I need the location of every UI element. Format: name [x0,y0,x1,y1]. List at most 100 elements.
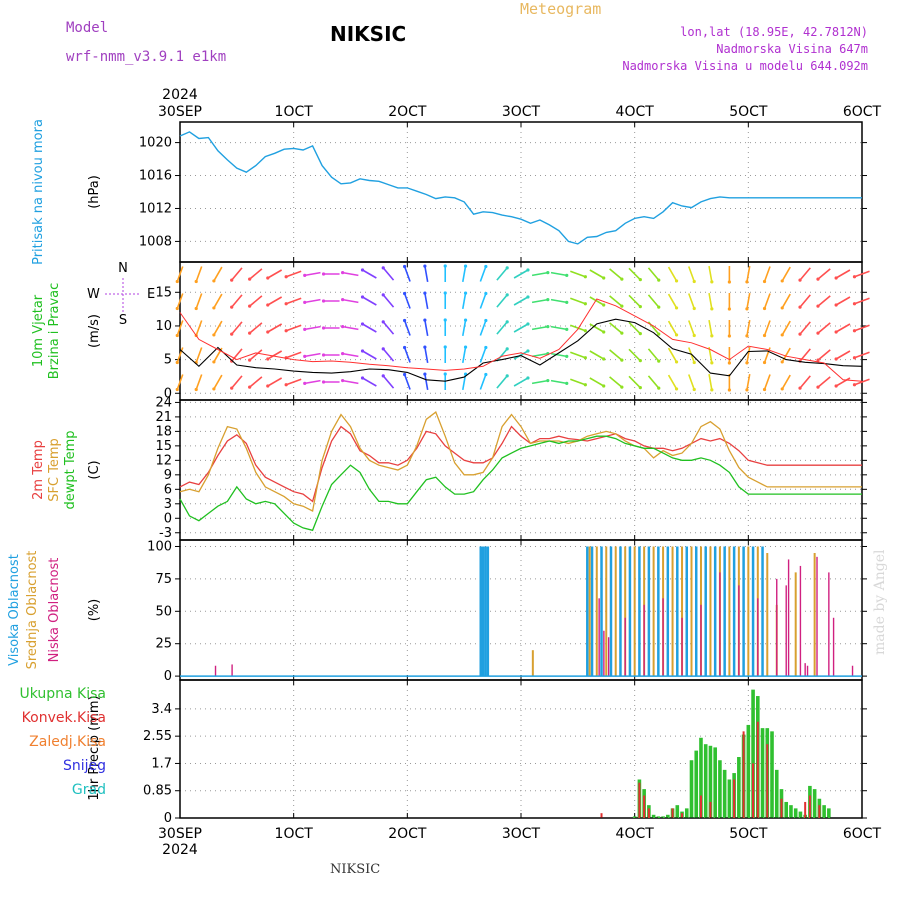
wind-arrow [817,376,831,388]
wind-arrow [708,319,713,337]
wind-arrow [570,297,586,305]
total-precip-bar [827,808,831,818]
top-xtick-label: 6OCT [843,104,882,120]
wind-arrow [763,293,771,309]
wind-arrow-head [321,380,326,384]
total-precip-bar [661,816,665,818]
wind-arrow [213,266,223,282]
wind-arrow [267,377,283,387]
temperature-ytick-label: 24 [155,395,172,410]
wind-arrow-head [546,271,550,275]
wind-arrow [461,319,467,337]
wind-arrow [479,374,487,390]
wind-arrow [550,352,567,358]
wind-arrow-head [402,318,407,323]
wind-arrow-head [816,331,820,335]
wind-arrow-head [798,332,802,336]
wind-arrow-head [526,268,530,272]
wind-arrow [403,347,411,363]
wind-arrow-head [602,303,606,307]
wind-arrow-head [727,334,731,338]
total-precip-bar [703,744,708,818]
compass-west-label: W [87,287,100,302]
wind-arrow-head [463,345,468,349]
wind-arrow [550,271,567,277]
wind-arrow-head [852,383,857,387]
wind-arrow [854,297,870,305]
wind-arrow-head [266,384,270,388]
wind-arrow-head [341,298,345,302]
wind-arrow [647,267,660,281]
bottom-year-label: 2024 [162,842,198,858]
precipitation-ytick-label: 0 [164,811,172,826]
wind-arrow-head [780,306,784,310]
wind-arrow [285,351,302,359]
wind-arrow [496,321,508,335]
wind-arrow-head [780,360,784,364]
temperature-ytick-label: 3 [164,497,172,512]
wind-arrow [667,347,678,363]
wind-ylabel-1: 10m Vjetar [31,294,46,367]
wind-arrow-head [194,306,198,311]
wind-arrow-head [762,387,767,392]
wind-arrow-head [546,325,550,329]
wind-arrow [304,325,321,331]
wind-arrow-head [443,264,447,268]
wind-arrow [817,268,831,280]
wind-arrow [267,269,283,279]
wind-arrow-head [762,306,767,311]
conv-precip-bar [671,808,674,818]
temp2m-ylabel: 2m Temp [31,440,46,500]
wind-arrow-head [565,354,569,358]
pressure-ytick-label: 1012 [139,201,172,216]
wind-ytick-label: 5 [164,353,172,368]
wind-arrow-head [505,266,509,270]
total-precip-bar [718,760,722,818]
temperature-line-2 [179,435,862,532]
wind-arrow-head [852,275,857,279]
wind-arrow [424,292,429,310]
wind-arrow [403,266,411,282]
wind-arrow-head [505,293,509,297]
conv-precip-bar [766,744,769,818]
total-precip-bar [784,801,789,818]
bottom-xtick-label: 2OCT [388,826,427,842]
wind-arrow [249,349,263,361]
wind-arrow-head [657,359,661,363]
total-precip-bar [770,731,774,818]
temperature-ytick-label: -3 [159,526,172,541]
precip-legend-item: Grad [72,782,106,798]
wind-arrow-head [303,300,307,304]
wind-arrow-head [402,264,407,269]
wind-arrow [424,373,429,391]
wind-arrow [213,293,223,309]
bottom-xtick-label: 4OCT [616,826,655,842]
wind-arrow-head [266,330,270,334]
high-cloud-ylabel: Visoka Oblacnost [7,554,22,666]
wind-arrow [362,296,377,306]
wind-arrow-head [484,372,488,377]
wind-arrow-head [692,306,696,311]
total-precip-bar [822,805,826,818]
wind-arrow [231,348,243,362]
clouds-panel: 0 25 50 75 100 (%) [87,539,867,684]
precip-ylabel: 1hr Precip (mm) [87,695,102,800]
wind-arrow-head [780,279,784,283]
conv-precip-bar [808,795,811,818]
wind-arrow [781,320,791,336]
wind-arrow-head [762,333,767,338]
wind-arrow [708,292,713,310]
temperature-ytick-label: 15 [155,439,172,454]
wind-arrow-head [284,329,288,333]
wind-ylabel-2: Brzina i Pravac [47,283,62,380]
bottom-xtick-label: 6OCT [843,826,882,842]
wind-arrow-head [710,280,714,284]
wind-arrow [249,322,263,334]
wind-arrow-head [212,360,216,364]
wind-arrow [267,350,283,360]
wind-arrow [513,350,529,360]
wind-arrow-head [745,388,749,392]
wind-arrow [342,325,359,331]
wind-arrow-head [798,386,802,390]
